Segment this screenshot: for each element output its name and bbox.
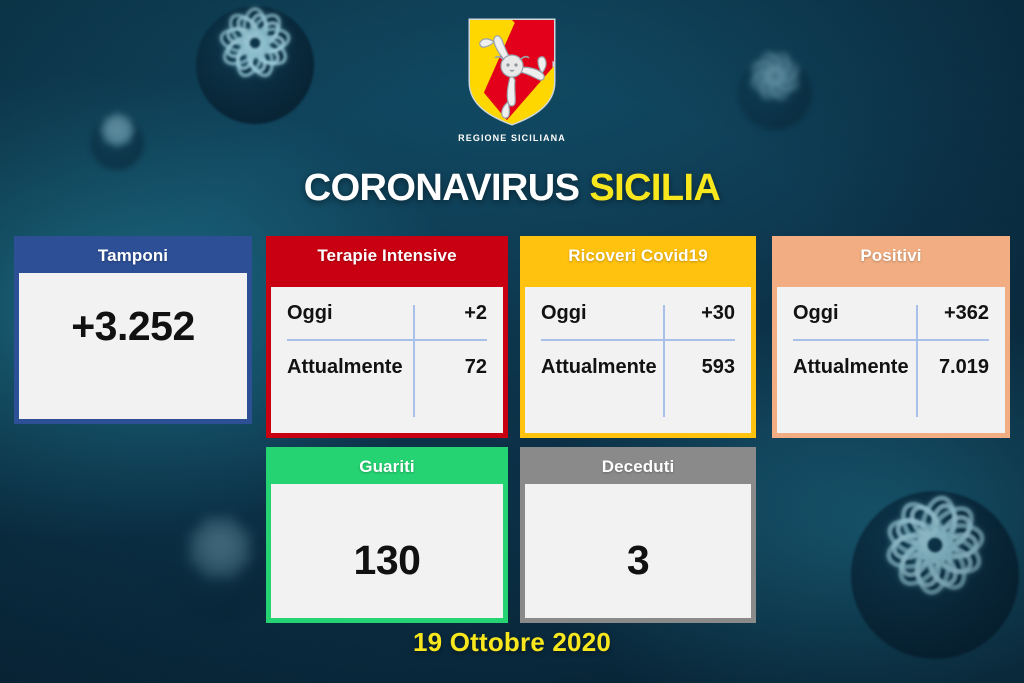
stat-card-positivi: Positivi Oggi +362 Attualmente 7.019 <box>772 236 1010 438</box>
emblem-caption: REGIONE SICILIANA <box>458 133 566 143</box>
vertical-divider <box>412 305 415 417</box>
card-value-guariti: 130 <box>353 537 421 583</box>
card-body-positivi: Oggi +362 Attualmente 7.019 <box>777 287 1005 433</box>
card-row-attualmente: Attualmente 7.019 <box>793 341 989 393</box>
stat-card-terapie-intensive: Terapie Intensive Oggi +2 Attualmente 72 <box>266 236 508 438</box>
row-value-attualmente: 7.019 <box>938 355 989 378</box>
row-value-oggi: +30 <box>701 301 735 324</box>
card-body-tamponi: +3.252 <box>19 273 247 419</box>
card-header-terapie-intensive: Terapie Intensive <box>317 246 457 265</box>
card-rows-positivi: Oggi +362 Attualmente 7.019 <box>777 287 1005 433</box>
stat-card-tamponi: Tamponi +3.252 <box>14 236 252 424</box>
horizontal-divider <box>541 339 735 341</box>
row-label-attualmente: Attualmente <box>793 355 909 378</box>
trinacria-icon <box>464 16 560 128</box>
card-header-guariti: Guariti <box>359 457 415 476</box>
row-label-oggi: Oggi <box>287 301 333 324</box>
stat-card-guariti: Guariti 130 <box>266 447 508 623</box>
vertical-divider <box>916 305 919 417</box>
row-value-oggi: +2 <box>464 301 487 324</box>
card-rows-ricoveri-covid19: Oggi +30 Attualmente 593 <box>525 287 751 433</box>
card-rows-terapie-intensive: Oggi +2 Attualmente 72 <box>271 287 503 433</box>
card-body-ricoveri-covid19: Oggi +30 Attualmente 593 <box>525 287 751 433</box>
row-value-attualmente: 593 <box>701 355 735 378</box>
title-part-coronavirus: CORONAVIRUS <box>303 167 580 209</box>
card-header-positivi: Positivi <box>860 246 922 265</box>
card-body-deceduti: 3 <box>525 484 751 618</box>
row-value-oggi: +362 <box>943 301 989 324</box>
card-row-oggi: Oggi +30 <box>541 287 735 339</box>
region-emblem: REGIONE SICILIANA <box>0 16 1024 143</box>
card-body-terapie-intensive: Oggi +2 Attualmente 72 <box>271 287 503 433</box>
row-value-attualmente: 72 <box>464 355 487 378</box>
card-row-attualmente: Attualmente 593 <box>541 341 735 393</box>
vertical-divider <box>662 305 665 417</box>
card-header-ricoveri-covid19: Ricoveri Covid19 <box>568 246 708 265</box>
card-row-oggi: Oggi +2 <box>287 287 487 339</box>
card-header-tamponi: Tamponi <box>97 246 169 265</box>
card-value-tamponi: +3.252 <box>71 303 195 349</box>
row-label-oggi: Oggi <box>541 301 587 324</box>
horizontal-divider <box>287 339 487 341</box>
card-row-attualmente: Attualmente 72 <box>287 341 487 393</box>
report-date: 19 Ottobre 2020 <box>412 627 612 657</box>
page-title: CORONAVIRUS SICILIA <box>0 167 1024 210</box>
title-part-sicilia: SICILIA <box>589 167 721 209</box>
card-row-oggi: Oggi +362 <box>793 287 989 339</box>
stat-card-ricoveri-covid19: Ricoveri Covid19 Oggi +30 Attualmente 59… <box>520 236 756 438</box>
row-label-attualmente: Attualmente <box>541 355 657 378</box>
row-label-attualmente: Attualmente <box>287 355 403 378</box>
card-body-guariti: 130 <box>271 484 503 618</box>
stat-card-deceduti: Deceduti 3 <box>520 447 756 623</box>
card-value-deceduti: 3 <box>626 537 650 583</box>
horizontal-divider <box>793 339 989 341</box>
card-header-deceduti: Deceduti <box>601 457 675 476</box>
row-label-oggi: Oggi <box>793 301 839 324</box>
